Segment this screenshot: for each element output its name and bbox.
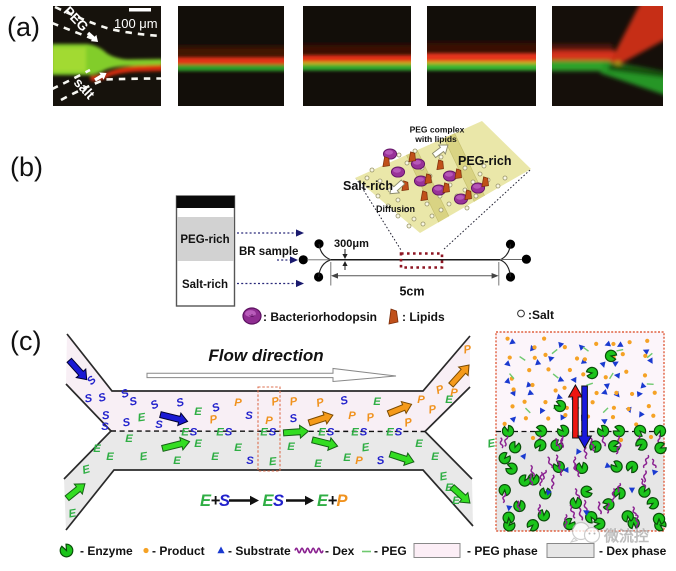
svg-text:E: E bbox=[93, 443, 101, 455]
svg-text:S: S bbox=[219, 492, 230, 510]
svg-text:S: S bbox=[395, 427, 403, 439]
svg-text:E: E bbox=[106, 451, 114, 463]
svg-text:E: E bbox=[173, 455, 181, 467]
svg-text:S: S bbox=[155, 419, 163, 431]
svg-text:BR sample: BR sample bbox=[239, 246, 298, 258]
svg-text:with lipids: with lipids bbox=[414, 134, 457, 144]
svg-text:E: E bbox=[431, 451, 439, 463]
svg-text:E: E bbox=[194, 438, 202, 450]
svg-text:- PEG: - PEG bbox=[374, 544, 407, 558]
svg-text:E: E bbox=[287, 441, 295, 453]
svg-text:E: E bbox=[194, 406, 202, 418]
svg-text:5cm: 5cm bbox=[399, 285, 424, 299]
svg-text:Diffusion: Diffusion bbox=[376, 204, 415, 214]
svg-text:- Dex: - Dex bbox=[325, 544, 355, 558]
svg-text:E: E bbox=[211, 451, 219, 463]
svg-text:E: E bbox=[415, 438, 423, 450]
svg-text:- Enzyme: - Enzyme bbox=[80, 544, 133, 558]
svg-text:E: E bbox=[373, 396, 381, 408]
svg-text:P: P bbox=[337, 492, 349, 510]
svg-text:P: P bbox=[265, 415, 273, 427]
svg-text:PEG complex: PEG complex bbox=[410, 125, 465, 135]
svg-text:Salt-rich: Salt-rich bbox=[343, 179, 393, 193]
svg-text:E: E bbox=[234, 442, 242, 454]
svg-text:: Lipids: : Lipids bbox=[402, 310, 445, 324]
svg-text:: Bacteriorhodopsin: : Bacteriorhodopsin bbox=[263, 310, 377, 324]
svg-text:E: E bbox=[181, 427, 189, 439]
svg-text:E: E bbox=[351, 427, 359, 439]
svg-text:P: P bbox=[234, 397, 242, 409]
svg-text:P: P bbox=[417, 394, 425, 406]
svg-text:S: S bbox=[360, 427, 368, 439]
svg-text:E: E bbox=[343, 452, 351, 464]
svg-text:PEG-rich: PEG-rich bbox=[458, 154, 512, 168]
svg-text:S: S bbox=[269, 427, 277, 439]
svg-text:微流控: 微流控 bbox=[603, 527, 649, 545]
svg-text::Salt: :Salt bbox=[528, 308, 554, 322]
svg-text:PEG-rich: PEG-rich bbox=[180, 234, 229, 246]
svg-text:S: S bbox=[246, 455, 254, 467]
svg-text:E: E bbox=[487, 437, 497, 450]
svg-text:100 μm: 100 μm bbox=[114, 16, 158, 31]
svg-text:- Substrate: - Substrate bbox=[228, 544, 291, 558]
svg-text:E: E bbox=[268, 456, 277, 469]
svg-text:P: P bbox=[463, 343, 473, 356]
svg-text:300μm: 300μm bbox=[334, 238, 369, 250]
svg-text:E: E bbox=[386, 427, 394, 439]
svg-text:E: E bbox=[314, 458, 322, 470]
svg-text:E: E bbox=[125, 433, 133, 445]
svg-text:- PEG phase: - PEG phase bbox=[467, 544, 538, 558]
svg-text:P: P bbox=[355, 455, 363, 467]
svg-text:S: S bbox=[101, 421, 109, 433]
svg-text:S: S bbox=[225, 427, 233, 439]
svg-text:S: S bbox=[273, 492, 284, 510]
svg-text:S: S bbox=[327, 427, 335, 439]
svg-text:Flow direction: Flow direction bbox=[208, 346, 323, 365]
svg-text:E: E bbox=[216, 427, 224, 439]
svg-text:P: P bbox=[450, 387, 458, 399]
svg-text:(b): (b) bbox=[10, 152, 43, 182]
svg-text:Salt-rich: Salt-rich bbox=[182, 279, 228, 291]
svg-text:E: E bbox=[318, 427, 326, 439]
svg-text:S: S bbox=[190, 427, 198, 439]
svg-text:E: E bbox=[260, 427, 268, 439]
svg-text:S: S bbox=[245, 410, 253, 422]
svg-text:- Dex phase: - Dex phase bbox=[599, 544, 667, 558]
svg-text:(c): (c) bbox=[10, 326, 41, 356]
svg-text:- Product: - Product bbox=[152, 544, 205, 558]
svg-text:P: P bbox=[348, 410, 356, 422]
svg-text:(a): (a) bbox=[7, 12, 40, 42]
